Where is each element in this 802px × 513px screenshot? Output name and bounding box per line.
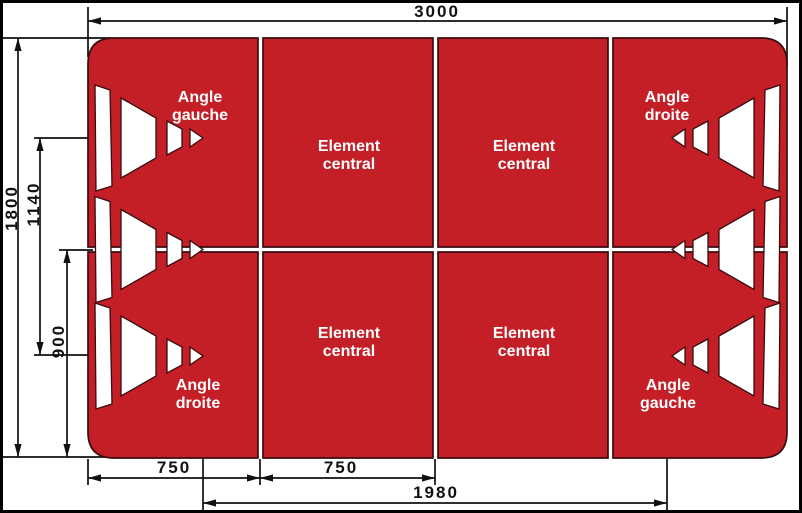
arrow-left-icon [260,474,273,482]
dim-label-angle-width: 750 [157,458,191,477]
dim-label-tip-to-tip: 1980 [413,483,459,502]
element-top-center-1 [262,37,434,248]
dim-label-tooth-pitch: 1140 [24,182,43,227]
label-bottom-right-line1: Angle [646,377,691,394]
dimension-tooth-pitch [34,137,93,356]
dim-label-half-height: 900 [49,324,68,358]
label-top-left-line2: gauche [172,107,228,124]
label-top-left-line1: Angle [178,89,223,106]
arrow-left-icon [88,17,101,25]
arrow-right-icon [247,474,260,482]
label-bottom-center1-line2: central [323,343,375,360]
arrow-up-icon [63,250,71,263]
label-top-right-line2: droite [645,107,690,124]
element-bottom-center-1 [262,251,434,459]
dim-label-central-width: 750 [324,458,358,477]
dimension-tip-to-tip [202,459,668,510]
label-top-center2-line1: Element [493,138,556,155]
arrow-down-icon [36,342,44,355]
label-bottom-center2-line1: Element [493,325,556,342]
dim-label-total-height: 1800 [2,185,21,231]
label-bottom-left-line1: Angle [176,377,221,394]
label-bottom-center1-line1: Element [318,325,381,342]
label-bottom-center2-line2: central [498,343,550,360]
arrow-down-icon [63,444,71,457]
arrow-left-icon [203,499,216,507]
label-top-center1-line2: central [323,156,375,173]
dimension-labels: 3000 1800 1140 900 750 750 1980 [2,2,460,502]
label-top-center2-line2: central [498,156,550,173]
arrow-up-icon [14,38,22,51]
arrow-right-icon [774,17,787,25]
label-bottom-right-line2: gauche [640,395,696,412]
label-top-center1-line1: Element [318,138,381,155]
arrow-up-icon [36,138,44,151]
element-bottom-center-2 [437,251,609,459]
label-bottom-left-line2: droite [176,395,221,412]
element-labels: Angle gauche Element central Element cen… [172,89,696,412]
arrow-right-icon [422,474,435,482]
dimension-half-height [59,249,93,457]
dim-label-total-width: 3000 [414,2,460,21]
label-top-right-line1: Angle [645,89,690,106]
dimension-bottom-750s [87,459,436,485]
arrow-right-icon [654,499,667,507]
element-top-center-2 [437,37,609,248]
arrow-left-icon [88,474,101,482]
arrow-down-icon [14,444,22,457]
